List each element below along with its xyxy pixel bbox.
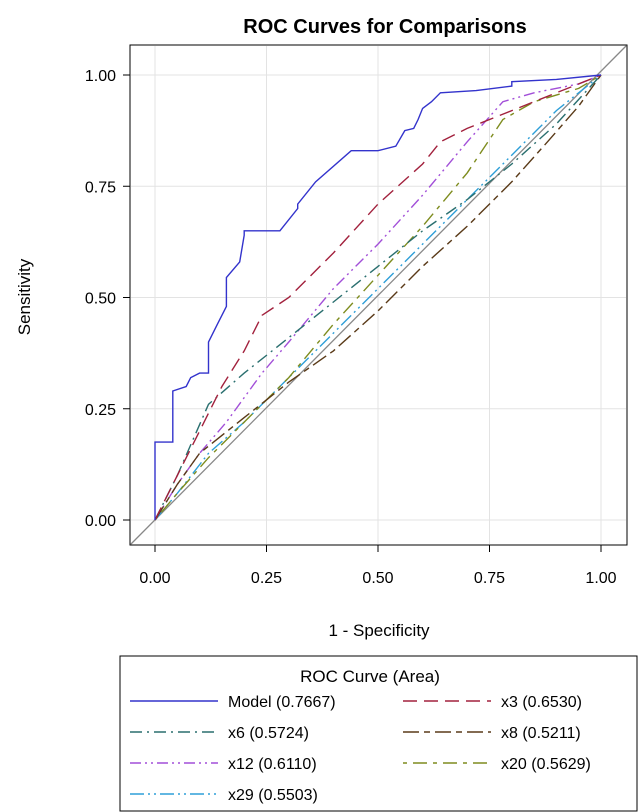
series-line-x20 (154, 74, 602, 521)
x-axis-label: 1 - Specificity (328, 621, 430, 640)
y-axis-label: Sensitivity (15, 258, 34, 335)
y-tick-label-0: 0.00 (85, 513, 116, 530)
series-line-x6 (154, 74, 602, 521)
legend-frame (119, 655, 638, 812)
legend-label-x20: x20 (0.5629) (501, 756, 591, 773)
series-line-x12 (154, 74, 602, 521)
legend: ROC Curve (Area) Model (0.7667) x3 (0.653… (119, 655, 638, 812)
x-tick-label-2: 0.50 (362, 570, 393, 587)
reference-diagonal (130, 45, 627, 545)
legend-title: ROC Curve (Area) (300, 667, 440, 686)
legend-label-x6: x6 (0.5724) (228, 725, 309, 742)
x-tick-label-3: 0.75 (474, 570, 505, 587)
legend-entries: Model (0.7667) x3 (0.6530) x6 (0.5724) x8 (… (130, 694, 591, 804)
legend-label-model: Model (0.7667) (228, 694, 336, 711)
y-tick-label-4: 1.00 (85, 68, 116, 85)
series-layer (154, 74, 602, 521)
plot-area (129, 44, 628, 546)
chart-title: ROC Curves for Comparisons (243, 16, 526, 38)
x-tick-label-0: 0.00 (139, 570, 170, 587)
series-line-x29 (154, 74, 602, 521)
x-tick-label-1: 0.25 (251, 570, 282, 587)
x-tick-label-4: 1.00 (585, 570, 616, 587)
legend-label-x29: x29 (0.5503) (228, 787, 318, 804)
y-tick-label-2: 0.50 (85, 291, 116, 308)
y-tick-label-1: 0.25 (85, 402, 116, 419)
series-line-x8 (154, 74, 602, 521)
y-tick-label-3: 0.75 (85, 179, 116, 196)
y-axis: 0.00 0.25 0.50 0.75 1.00 (85, 68, 130, 530)
series-line-model (154, 74, 602, 520)
legend-label-x3: x3 (0.6530) (501, 694, 582, 711)
series-line-x3 (154, 74, 602, 521)
legend-label-x8: x8 (0.5211) (501, 725, 581, 742)
legend-label-x12: x12 (0.6110) (228, 756, 317, 773)
x-axis: 0.00 0.25 0.50 0.75 1.00 (139, 545, 617, 587)
